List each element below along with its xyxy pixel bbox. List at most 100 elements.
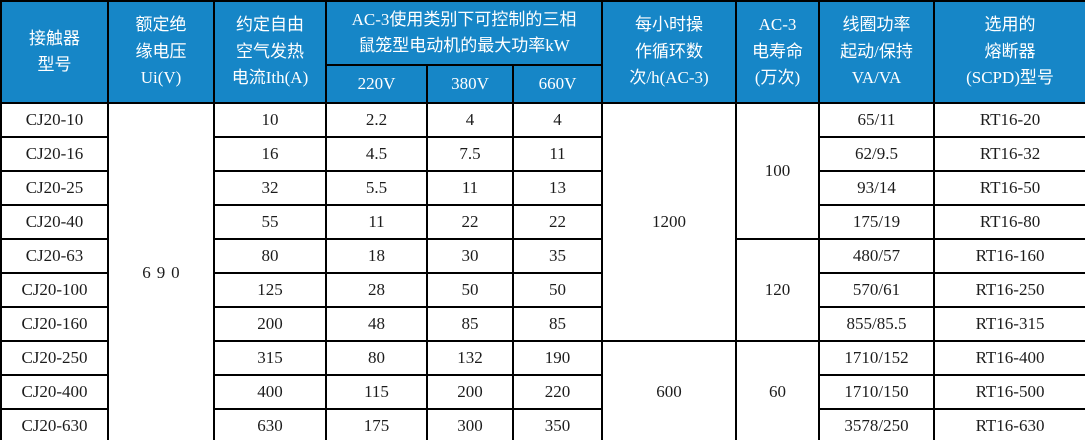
- cell-power-380v: 30: [426, 238, 514, 274]
- cell-coil-power: 3578/250: [818, 408, 936, 440]
- cell-coil-power: 1710/152: [818, 340, 936, 376]
- cell-coil-power: 65/11: [818, 102, 936, 138]
- cell-power-660v: 50: [511, 272, 604, 308]
- header-row-2: 220V 380V 660V: [1, 64, 1085, 104]
- cell-model: CJ20-40: [0, 204, 109, 240]
- cell-ith: 125: [213, 272, 327, 308]
- cell-model: CJ20-63: [0, 238, 109, 274]
- cell-power-380v: 22: [426, 204, 514, 240]
- table-row: CJ20-25 32 5.5 11 13 93/14 RT16-50: [0, 170, 1085, 206]
- cell-operating-cycles: 600: [601, 340, 738, 440]
- table-row: CJ20-630 630 175 300 350 3578/250 RT16-6…: [0, 408, 1085, 440]
- cell-coil-power: 855/85.5: [818, 306, 936, 342]
- cell-power-220v: 28: [325, 272, 428, 308]
- col-header-operating-cycles: 每小时操 作循环数 次/h(AC-3): [601, 0, 738, 104]
- cell-fuse: RT16-50: [933, 170, 1085, 206]
- cell-power-380v: 300: [426, 408, 514, 440]
- cell-fuse: RT16-250: [933, 272, 1085, 308]
- cell-power-660v: 13: [511, 170, 604, 206]
- col-header-thermal-current: 约定自由 空气发热 电流Ith(A): [213, 0, 327, 104]
- cell-ith: 16: [213, 136, 327, 172]
- col-header-fuse-type: 选用的 熔断器 (SCPD)型号: [933, 0, 1085, 104]
- cell-model: CJ20-100: [0, 272, 109, 308]
- cell-ith: 32: [213, 170, 327, 206]
- col-header-coil-power: 线圈功率 起动/保持 VA/VA: [818, 0, 936, 104]
- cell-model: CJ20-250: [0, 340, 109, 376]
- cell-ith: 630: [213, 408, 327, 440]
- cell-fuse: RT16-32: [933, 136, 1085, 172]
- cell-power-380v: 11: [426, 170, 514, 206]
- cell-power-380v: 4: [426, 102, 514, 138]
- cell-fuse: RT16-160: [933, 238, 1085, 274]
- cell-fuse: RT16-20: [933, 102, 1085, 138]
- cell-power-660v: 220: [511, 374, 604, 410]
- cell-model: CJ20-25: [0, 170, 109, 206]
- cell-power-220v: 48: [325, 306, 428, 342]
- cell-model: CJ20-16: [0, 136, 109, 172]
- cell-power-660v: 35: [511, 238, 604, 274]
- cell-electrical-life: 60: [735, 340, 821, 440]
- cell-power-380v: 132: [426, 340, 514, 376]
- col-header-electrical-life: AC-3 电寿命 (万次): [735, 0, 821, 104]
- cell-model: CJ20-400: [0, 374, 109, 410]
- cell-power-220v: 115: [325, 374, 428, 410]
- cell-power-220v: 4.5: [325, 136, 428, 172]
- cell-power-380v: 7.5: [426, 136, 514, 172]
- cell-power-220v: 175: [325, 408, 428, 440]
- cell-operating-cycles: 1200: [601, 102, 738, 342]
- table-row: CJ20-100 125 28 50 50 570/61 RT16-250: [0, 272, 1085, 308]
- col-header-model: 接触器 型号: [0, 0, 109, 104]
- cell-ith: 80: [213, 238, 327, 274]
- cell-ith: 400: [213, 374, 327, 410]
- col-header-insulation-voltage: 额定绝 缘电压 Ui(V): [107, 0, 215, 104]
- cell-fuse: RT16-315: [933, 306, 1085, 342]
- col-header-220v: 220V: [325, 64, 428, 104]
- table-row: CJ20-16 16 4.5 7.5 11 62/9.5 RT16-32: [0, 136, 1085, 172]
- table-row: CJ20-40 55 11 22 22 175/19 RT16-80: [0, 204, 1085, 240]
- cell-power-220v: 80: [325, 340, 428, 376]
- cell-power-380v: 200: [426, 374, 514, 410]
- cell-model: CJ20-160: [0, 306, 109, 342]
- cell-power-660v: 85: [511, 306, 604, 342]
- cell-coil-power: 570/61: [818, 272, 936, 308]
- cell-power-660v: 4: [511, 102, 604, 138]
- table-row: CJ20-250 315 80 132 190 600 60 1710/152 …: [0, 340, 1085, 440]
- cell-power-660v: 350: [511, 408, 604, 440]
- cell-ith: 10: [213, 102, 327, 138]
- cell-ith: 55: [213, 204, 327, 240]
- cell-ith: 200: [213, 306, 327, 342]
- cell-model: CJ20-630: [0, 408, 109, 440]
- cell-power-220v: 5.5: [325, 170, 428, 206]
- cell-ith: 315: [213, 340, 327, 376]
- cell-electrical-life: 120: [735, 238, 821, 342]
- cell-power-660v: 190: [511, 340, 604, 376]
- cell-coil-power: 93/14: [818, 170, 936, 206]
- cell-power-220v: 2.2: [325, 102, 428, 138]
- cell-power-380v: 50: [426, 272, 514, 308]
- table-row: CJ20-160 200 48 85 85 855/85.5 RT16-315: [0, 306, 1085, 342]
- col-header-660v: 660V: [511, 64, 604, 104]
- cell-fuse: RT16-630: [933, 408, 1085, 440]
- cell-coil-power: 480/57: [818, 238, 936, 274]
- cell-coil-power: 175/19: [818, 204, 936, 240]
- cell-insulation-voltage: 690: [107, 102, 215, 440]
- cell-fuse: RT16-500: [933, 374, 1085, 410]
- table-row: CJ20-63 80 18 30 35 120 480/57 RT16-160: [0, 238, 1085, 342]
- col-header-ac3-max-power-group: AC-3使用类别下可控制的三相 鼠笼型电动机的最大功率kW: [324, 0, 604, 66]
- table-row: CJ20-10 690 10 2.2 4 4 1200 100 65/11 RT…: [0, 102, 1085, 440]
- cell-model: CJ20-10: [0, 102, 109, 138]
- col-header-380v: 380V: [426, 64, 514, 104]
- cell-power-220v: 18: [325, 238, 428, 274]
- cell-coil-power: 62/9.5: [818, 136, 936, 172]
- cell-fuse: RT16-400: [933, 340, 1085, 376]
- cell-fuse: RT16-80: [933, 204, 1085, 240]
- cell-power-660v: 22: [511, 204, 604, 240]
- cell-coil-power: 1710/150: [818, 374, 936, 410]
- cell-power-660v: 11: [511, 136, 604, 172]
- cell-power-380v: 85: [426, 306, 514, 342]
- header-row-1: 接触器 型号 额定绝 缘电压 Ui(V) 约定自由 空气发热 电流Ith(A) …: [0, 0, 1085, 104]
- cell-power-220v: 11: [325, 204, 428, 240]
- cell-electrical-life: 100: [735, 102, 821, 240]
- table-row: CJ20-400 400 115 200 220 1710/150 RT16-5…: [0, 374, 1085, 410]
